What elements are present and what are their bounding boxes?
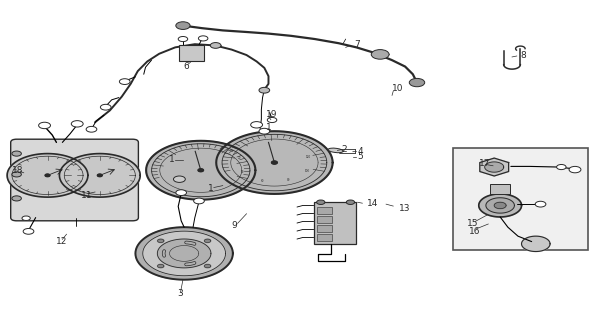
Text: 20: 20 [238, 156, 241, 160]
Circle shape [371, 50, 389, 59]
Text: 6: 6 [183, 62, 189, 71]
Circle shape [259, 87, 270, 93]
Polygon shape [522, 236, 550, 252]
Polygon shape [204, 239, 211, 243]
Text: 8: 8 [520, 52, 526, 60]
Polygon shape [97, 174, 102, 177]
Circle shape [259, 128, 270, 134]
Circle shape [346, 200, 355, 204]
Polygon shape [143, 231, 226, 276]
Text: 11: 11 [81, 191, 92, 200]
Text: 3: 3 [177, 289, 183, 298]
Circle shape [557, 164, 566, 170]
Polygon shape [135, 227, 233, 280]
Circle shape [119, 79, 130, 84]
Text: 4: 4 [358, 147, 363, 156]
Bar [179, 45, 204, 61]
Text: 17: 17 [479, 159, 490, 168]
Circle shape [23, 228, 34, 234]
Polygon shape [157, 239, 211, 268]
Text: 13: 13 [399, 204, 410, 213]
Circle shape [535, 201, 546, 207]
Circle shape [173, 176, 185, 182]
Polygon shape [204, 264, 211, 268]
Polygon shape [198, 169, 204, 172]
Circle shape [317, 200, 325, 204]
Polygon shape [59, 154, 140, 197]
Polygon shape [157, 239, 164, 243]
Text: 80: 80 [287, 179, 290, 182]
Circle shape [210, 43, 221, 48]
Circle shape [176, 190, 187, 196]
Polygon shape [480, 158, 508, 176]
Polygon shape [479, 194, 522, 217]
Circle shape [12, 151, 21, 156]
Text: 12: 12 [56, 237, 68, 246]
Polygon shape [486, 198, 514, 213]
Text: 1: 1 [266, 123, 272, 132]
Polygon shape [7, 154, 88, 197]
Circle shape [251, 122, 263, 128]
Text: 14: 14 [367, 199, 378, 208]
Polygon shape [271, 161, 277, 164]
Text: 1: 1 [208, 184, 214, 193]
Text: 16: 16 [469, 227, 480, 236]
Circle shape [409, 78, 425, 87]
Bar [317, 225, 332, 232]
Text: 1: 1 [169, 155, 175, 164]
Text: 100: 100 [305, 169, 310, 172]
Circle shape [71, 121, 83, 127]
Circle shape [176, 22, 190, 29]
Text: 5: 5 [358, 152, 364, 161]
Bar [317, 207, 332, 214]
Circle shape [569, 166, 581, 173]
Circle shape [198, 36, 208, 41]
Text: 60: 60 [261, 179, 264, 183]
Circle shape [12, 196, 21, 201]
Circle shape [39, 122, 50, 129]
Circle shape [100, 104, 111, 110]
Polygon shape [485, 162, 504, 172]
Polygon shape [216, 131, 333, 194]
Bar [490, 184, 510, 194]
Text: 19: 19 [266, 110, 277, 119]
Polygon shape [146, 141, 255, 200]
Text: 15: 15 [467, 220, 478, 228]
Circle shape [86, 126, 97, 132]
Text: 40: 40 [241, 170, 244, 174]
Text: 120: 120 [306, 155, 311, 158]
Circle shape [178, 36, 188, 42]
Circle shape [12, 172, 21, 177]
Text: 2: 2 [342, 145, 347, 154]
Text: 9: 9 [232, 221, 238, 230]
Text: 18: 18 [12, 166, 23, 175]
Bar [317, 234, 332, 241]
Polygon shape [494, 202, 506, 209]
Circle shape [267, 117, 277, 123]
Circle shape [194, 198, 204, 204]
Bar [314, 202, 356, 244]
Polygon shape [157, 264, 164, 268]
Polygon shape [45, 174, 50, 177]
FancyBboxPatch shape [11, 139, 138, 221]
Text: 10: 10 [392, 84, 403, 93]
Ellipse shape [328, 148, 343, 153]
Text: 7: 7 [354, 40, 360, 49]
Circle shape [22, 216, 30, 220]
Bar [453, 148, 588, 250]
Bar [317, 216, 332, 223]
